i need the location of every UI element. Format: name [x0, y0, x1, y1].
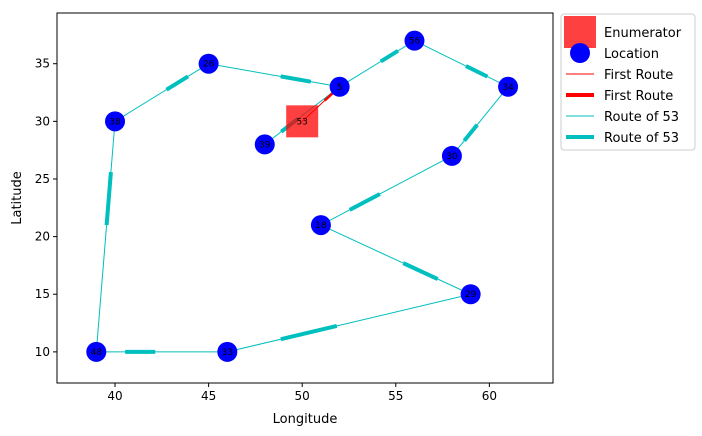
x-tick-label: 50 [295, 389, 310, 403]
x-tick-label: 45 [201, 389, 216, 403]
route-segment [208, 63, 340, 88]
x-tick-label: 60 [482, 389, 497, 403]
route-arrow [165, 74, 190, 92]
x-axis: 40 45 50 55 60 [107, 383, 497, 403]
location-label: 39 [259, 140, 271, 150]
legend-label: Route of 53 [604, 131, 679, 146]
legend-location-swatch [570, 43, 590, 63]
location-point [441, 145, 462, 166]
route-segment [339, 40, 415, 88]
y-tick-label: 30 [35, 114, 50, 128]
x-tick-label: 40 [107, 389, 122, 403]
location-point [217, 341, 238, 362]
legend-label: First Route [604, 89, 673, 104]
location-point [329, 76, 350, 97]
route-segment [414, 40, 509, 88]
y-tick-label: 35 [35, 57, 50, 71]
location-point [86, 341, 107, 362]
route-arrow [104, 171, 113, 226]
location-label: 38 [109, 117, 121, 127]
location-label: 26 [203, 60, 215, 70]
enumerator-marker [286, 105, 319, 138]
location-point [498, 76, 519, 97]
location-point [254, 134, 275, 155]
legend-label: Location [604, 47, 659, 62]
y-tick-label: 25 [35, 172, 50, 186]
y-axis-label: Latitude [10, 171, 25, 225]
y-tick-label: 10 [35, 345, 50, 359]
route-arrow [379, 49, 400, 64]
y-axis: 10 15 20 25 30 35 [35, 57, 57, 359]
route-arrow [348, 192, 381, 212]
route-segment [320, 224, 471, 295]
legend-enumerator-swatch [564, 16, 596, 48]
legend: Enumerator Location First Route First Route… [560, 13, 696, 151]
route-segment [95, 121, 116, 352]
y-tick-label: 20 [35, 230, 50, 244]
route-arrow [462, 123, 479, 142]
location-label: 18 [315, 221, 327, 231]
route-segment [227, 293, 471, 353]
y-tick-label: 15 [35, 287, 50, 301]
route-segment [114, 63, 209, 122]
legend-label: First Route [604, 68, 673, 83]
legend-label: Route of 53 [604, 110, 679, 125]
location-point [310, 215, 331, 236]
location-label: 30 [446, 152, 458, 162]
location-point [460, 284, 481, 305]
location-point [105, 111, 126, 132]
enumerator-label: 53 [296, 117, 307, 127]
location-label: 56 [409, 37, 421, 47]
plot-area: 53 5 56 34 30 18 29 33 48 38 26 39 [86, 30, 519, 362]
location-label: 29 [465, 290, 477, 300]
route-segment [451, 86, 509, 157]
location-label: 33 [222, 348, 233, 358]
location-point [404, 30, 425, 51]
x-tick-label: 55 [388, 389, 403, 403]
plot-frame [56, 12, 554, 384]
location-label: 48 [91, 348, 103, 358]
x-axis-label: Longitude [273, 412, 338, 427]
location-label: 5 [337, 83, 343, 93]
legend-label: Enumerator [604, 26, 682, 41]
route-arrow [402, 261, 439, 281]
route-arrow [280, 323, 338, 342]
route-segment [320, 155, 453, 226]
route-arrow [280, 74, 312, 84]
route-arrow [465, 64, 489, 79]
location-point [198, 53, 219, 74]
location-label: 34 [502, 83, 514, 93]
